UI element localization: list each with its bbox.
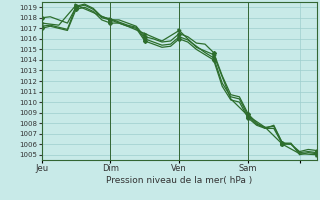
X-axis label: Pression niveau de la mer( hPa ): Pression niveau de la mer( hPa )	[106, 176, 252, 185]
